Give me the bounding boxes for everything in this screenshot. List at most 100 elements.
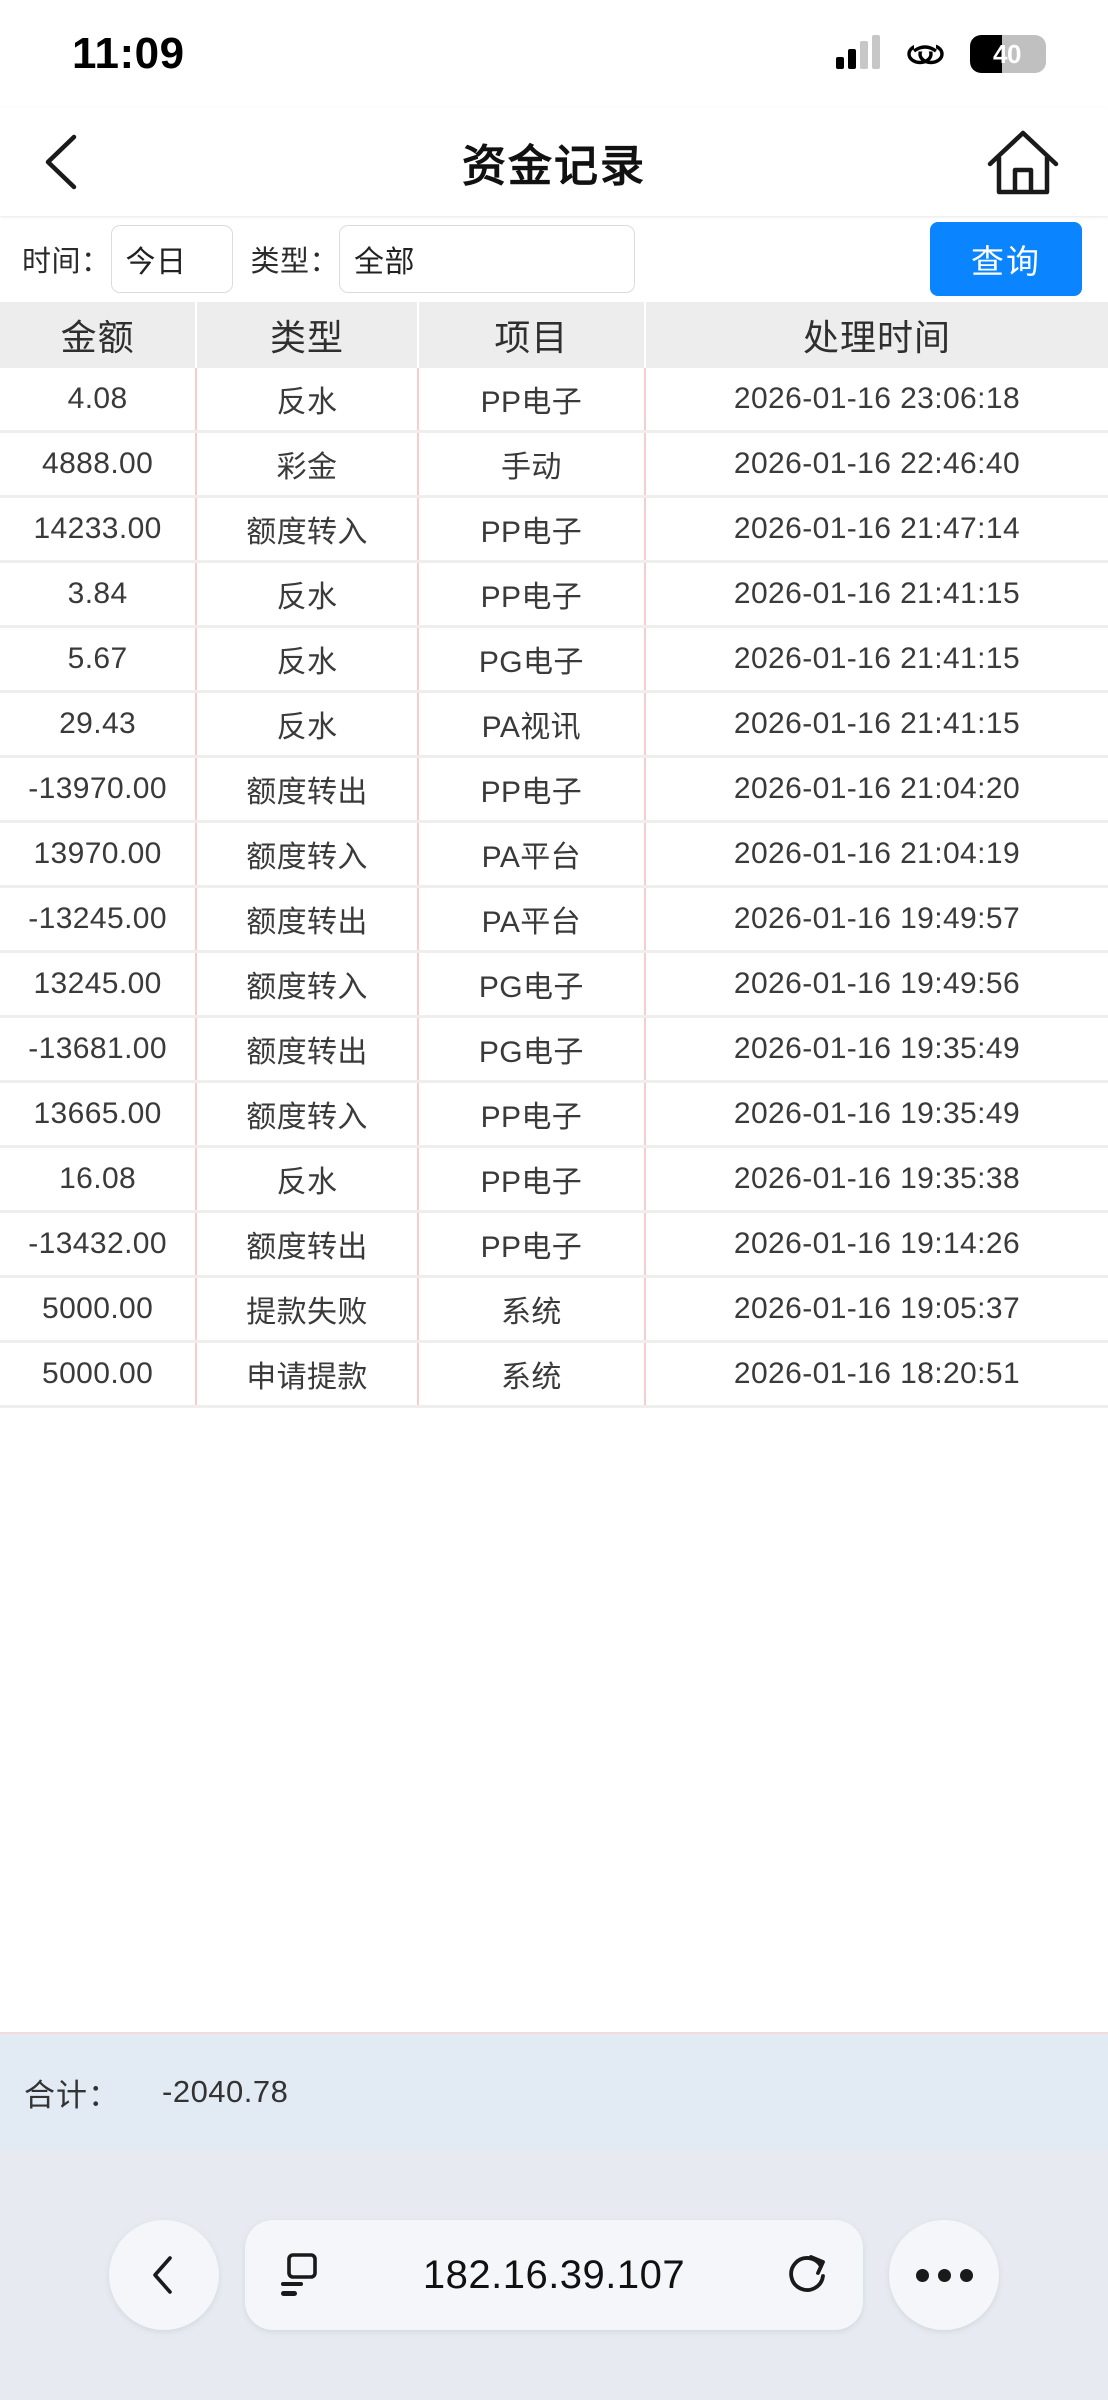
cell-amount: 16.08 (0, 1148, 198, 1210)
cell-type: 反水 (197, 1148, 419, 1210)
cell-time: 2026-01-16 19:35:49 (733, 1032, 1021, 1065)
total-value: -2040.78 (162, 2074, 289, 2109)
table-row[interactable]: 4888.00 彩金 手动 2026-01-16 22:46:40 (0, 433, 1108, 498)
cell-time: 2026-01-16 22:46:40 (733, 447, 1021, 480)
cell-project: PG电子 (419, 1018, 646, 1080)
table-row[interactable]: 13245.00 额度转入 PG电子 2026-01-16 19:49:56 (0, 953, 1108, 1018)
page-title: 资金记录 (462, 142, 646, 191)
time-filter-label: 时间： (22, 246, 111, 278)
cell-type: 额度转入 (197, 953, 419, 1015)
records-table[interactable]: 金额 类型 项目 处理时间 4.08 反水 PP电子 2026-01-16 23:06… (0, 302, 1108, 2032)
status-time: 11:09 (72, 29, 185, 78)
total-label: 合计： (24, 2077, 120, 2113)
table-row[interactable]: -13432.00 额度转出 PP电子 2026-01-16 19:14:26 (0, 1213, 1108, 1278)
url-bar[interactable]: 182.16.39.107 (245, 2220, 863, 2330)
cell-project: 手动 (419, 433, 646, 495)
cell-amount: -13432.00 (0, 1213, 198, 1275)
cell-project: PA平台 (419, 888, 646, 950)
cell-project: PP电子 (419, 1083, 646, 1145)
table-row[interactable]: 3.84 反水 PP电子 2026-01-16 21:41:15 (0, 563, 1108, 628)
cell-project: PP电子 (419, 368, 646, 430)
cell-time: 2026-01-16 19:35:49 (733, 1097, 1021, 1130)
cell-project: PP电子 (419, 563, 646, 625)
signal-bars-icon (836, 35, 880, 69)
cell-amount: 14233.00 (0, 498, 198, 560)
cell-project: PP电子 (419, 758, 646, 820)
cell-time: 2026-01-16 19:49:57 (733, 902, 1021, 935)
cell-amount: 13970.00 (0, 823, 198, 885)
cell-time: 2026-01-16 19:14:26 (733, 1227, 1021, 1260)
cell-time: 2026-01-16 21:41:15 (733, 707, 1021, 740)
total-bar: 合计： -2040.78 (0, 2032, 1108, 2150)
table-row[interactable]: 5.67 反水 PG电子 2026-01-16 21:41:15 (0, 628, 1108, 693)
cell-type: 反水 (197, 563, 419, 625)
status-indicators: 40 (836, 35, 1046, 73)
table-row[interactable]: -13970.00 额度转出 PP电子 2026-01-16 21:04:20 (0, 758, 1108, 823)
more-menu-icon (915, 2268, 973, 2282)
battery-icon: 40 (970, 35, 1046, 73)
cell-type: 申请提款 (197, 1343, 419, 1405)
type-filter-input[interactable]: 全部 (339, 225, 636, 293)
cell-amount: 4.08 (0, 368, 198, 430)
cell-amount: 5.67 (0, 628, 198, 690)
cell-amount: -13245.00 (0, 888, 198, 950)
table-row[interactable]: 13970.00 额度转入 PA平台 2026-01-16 21:04:19 (0, 823, 1108, 888)
cell-time: 2026-01-16 21:04:20 (733, 772, 1021, 805)
type-filter-label: 类型： (250, 246, 340, 278)
column-header-project: 项目 (419, 302, 646, 368)
cell-project: PG电子 (419, 953, 646, 1015)
browser-back-button[interactable] (109, 2220, 219, 2330)
home-icon[interactable] (984, 126, 1062, 198)
cell-project: 系统 (419, 1278, 646, 1340)
cell-amount: 5000.00 (0, 1278, 198, 1340)
cell-amount: 5000.00 (0, 1343, 198, 1405)
column-header-type: 类型 (197, 302, 419, 368)
table-row[interactable]: 13665.00 额度转入 PP电子 2026-01-16 19:35:49 (0, 1083, 1108, 1148)
table-row[interactable]: 14233.00 额度转入 PP电子 2026-01-16 21:47:14 (0, 498, 1108, 563)
filter-bar: 时间： 今日 类型： 全部 查询 (0, 216, 1108, 302)
column-header-time: 处理时间 (802, 317, 951, 358)
cell-type: 反水 (197, 693, 419, 755)
table-body: 4.08 反水 PP电子 2026-01-16 23:06:18 4888.00 彩金 手动… (0, 368, 1108, 1408)
cell-type: 额度转出 (197, 888, 419, 950)
status-bar: 11:09 40 (0, 0, 1108, 108)
column-header-amount: 金额 (0, 302, 198, 368)
cell-type: 额度转出 (197, 1213, 419, 1275)
cell-type: 反水 (197, 368, 419, 430)
cell-time: 2026-01-16 21:41:15 (733, 642, 1021, 675)
cell-time: 2026-01-16 19:05:37 (733, 1292, 1021, 1325)
table-row[interactable]: 5000.00 提款失败 系统 2026-01-16 19:05:37 (0, 1278, 1108, 1343)
link-icon (902, 37, 948, 71)
back-chevron-icon[interactable] (34, 131, 92, 193)
cell-project: PP电子 (419, 1213, 646, 1275)
cell-time: 2026-01-16 21:47:14 (733, 512, 1021, 545)
cell-time: 2026-01-16 21:04:19 (733, 837, 1021, 870)
reload-icon[interactable] (783, 2249, 833, 2301)
cell-type: 额度转出 (197, 758, 419, 820)
browser-menu-button[interactable] (889, 2220, 999, 2330)
url-text[interactable]: 182.16.39.107 (422, 2252, 686, 2297)
browser-toolbar: 182.16.39.107 (0, 2150, 1108, 2400)
table-row[interactable]: -13681.00 额度转出 PG电子 2026-01-16 19:35:49 (0, 1018, 1108, 1083)
cell-project: PG电子 (419, 628, 646, 690)
cell-time: 2026-01-16 23:06:18 (733, 382, 1021, 415)
table-row[interactable]: -13245.00 额度转出 PA平台 2026-01-16 19:49:57 (0, 888, 1108, 953)
table-row[interactable]: 5000.00 申请提款 系统 2026-01-16 18:20:51 (0, 1343, 1108, 1408)
cell-project: PA平台 (419, 823, 646, 885)
table-row[interactable]: 4.08 反水 PP电子 2026-01-16 23:06:18 (0, 368, 1108, 433)
cell-amount: 4888.00 (0, 433, 198, 495)
cell-type: 额度转入 (197, 1083, 419, 1145)
cell-amount: 3.84 (0, 563, 198, 625)
cell-time: 2026-01-16 21:41:15 (733, 577, 1021, 610)
table-row[interactable]: 29.43 反水 PA视讯 2026-01-16 21:41:15 (0, 693, 1108, 758)
time-filter-input[interactable]: 今日 (110, 225, 233, 293)
cell-amount: 13665.00 (0, 1083, 198, 1145)
table-row[interactable]: 16.08 反水 PP电子 2026-01-16 19:35:38 (0, 1148, 1108, 1213)
back-chevron-icon (153, 2256, 172, 2294)
cell-project: PP电子 (419, 1148, 646, 1210)
cell-type: 额度转入 (197, 823, 419, 885)
cell-amount: 13245.00 (0, 953, 198, 1015)
reader-view-icon[interactable] (275, 2249, 325, 2301)
query-button[interactable]: 查询 (930, 222, 1082, 296)
